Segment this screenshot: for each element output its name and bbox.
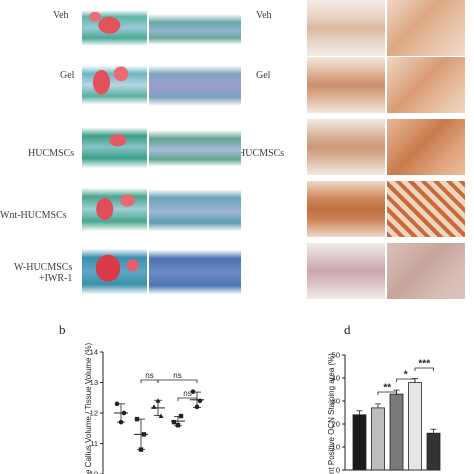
- chart-b-significance-bracket: [157, 379, 198, 383]
- chart-b-significance-label: ns: [183, 389, 191, 398]
- chart-b-point: [190, 389, 196, 394]
- chart-b-point: [175, 423, 181, 428]
- chart-d-bar: [371, 407, 385, 471]
- row-label-w-hucmscs-iwr1: W-HUCMSCs +IWR-1: [14, 262, 73, 284]
- right-row-label-veh: Veh: [256, 10, 272, 21]
- chart-b-significance-label: ns: [145, 371, 153, 380]
- chart-b-point: [114, 401, 120, 407]
- right-row-label-hucmscs: HUCMSCs: [238, 148, 285, 159]
- ocn-overview-tile: [307, 57, 385, 113]
- row-label-veh: Veh: [53, 10, 69, 21]
- masson-detail-tile: [149, 243, 241, 299]
- chart-b-significance-bracket: [177, 397, 198, 401]
- chart-b-point: [171, 419, 177, 425]
- chart-b-point: [118, 419, 124, 425]
- chart-b-point: [158, 413, 164, 419]
- panel-letter-d: d: [344, 322, 351, 337]
- masson-detail-tile: [149, 57, 241, 113]
- ocn-overview-tile: [307, 0, 385, 56]
- ocn-detail-tile: [387, 57, 465, 113]
- masson-detail-tile: [149, 119, 241, 175]
- ocn-detail-tile: [387, 0, 465, 56]
- chart-d-ytick-label: 0: [336, 466, 340, 474]
- chart-b-point: [151, 404, 157, 409]
- chart-b-point: [121, 410, 127, 416]
- masson-detail-tile: [149, 0, 241, 56]
- chart-d-significance-bracket: [414, 367, 434, 371]
- masson-overview-tile: [82, 119, 147, 175]
- chart-d-bar: [426, 432, 441, 471]
- ocn-overview-tile: [307, 119, 385, 175]
- masson-overview-tile: [82, 243, 147, 299]
- chart-b-point: [134, 416, 140, 422]
- ocn-detail-tile: [387, 119, 465, 175]
- masson-overview-tile: [82, 0, 147, 56]
- row-label-gel: Gel: [60, 70, 75, 81]
- chart-b-significance-bracket: [140, 379, 159, 383]
- ocn-overview-tile: [307, 181, 385, 237]
- masson-overview-tile: [82, 57, 147, 113]
- ocn-overview-tile: [307, 243, 385, 299]
- chart-d-significance-label: *: [404, 370, 408, 381]
- chart-b-ylabel: e Callus Volume / Tissue Volume (%): [84, 342, 93, 474]
- chart-d-bar: [389, 393, 404, 471]
- right-row-label-gel: Gel: [256, 70, 271, 81]
- chart-d-bar: [352, 414, 367, 471]
- chart-b-point: [141, 432, 147, 437]
- chart-d-significance-label: **: [383, 383, 391, 394]
- panel-letter-b: b: [59, 322, 66, 337]
- chart-d-bar: [408, 382, 422, 471]
- chart-b-point: [138, 447, 144, 452]
- chart-d-significance-bracket: [396, 378, 416, 382]
- masson-overview-tile: [82, 181, 147, 237]
- chart-b-point: [178, 413, 184, 419]
- chart-d-significance-label: ***: [418, 359, 430, 370]
- ocn-detail-tile: [387, 181, 465, 237]
- chart-b-significance-label: ns: [173, 371, 181, 380]
- ocn-detail-tile: [387, 243, 465, 299]
- chart-b-point: [155, 398, 161, 403]
- masson-detail-tile: [149, 181, 241, 237]
- chart-b-point: [197, 398, 203, 404]
- chart-b-point: [194, 404, 200, 410]
- row-label-wnt-hucmscs: Wnt-HUCMSCs: [0, 210, 67, 221]
- chart-d-ylabel: nt Positive OCN Staining area (%): [327, 353, 336, 474]
- chart-d-significance-bracket: [377, 391, 397, 395]
- row-label-hucmscs: HUCMSCs: [28, 148, 75, 159]
